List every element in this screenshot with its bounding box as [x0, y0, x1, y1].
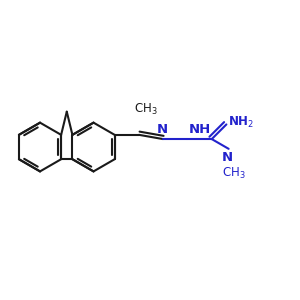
Text: CH$_3$: CH$_3$	[222, 166, 246, 181]
Text: CH$_3$: CH$_3$	[134, 102, 158, 117]
Text: N: N	[222, 151, 233, 164]
Text: N: N	[156, 123, 167, 136]
Text: NH$_2$: NH$_2$	[228, 115, 254, 130]
Text: NH: NH	[189, 123, 211, 136]
